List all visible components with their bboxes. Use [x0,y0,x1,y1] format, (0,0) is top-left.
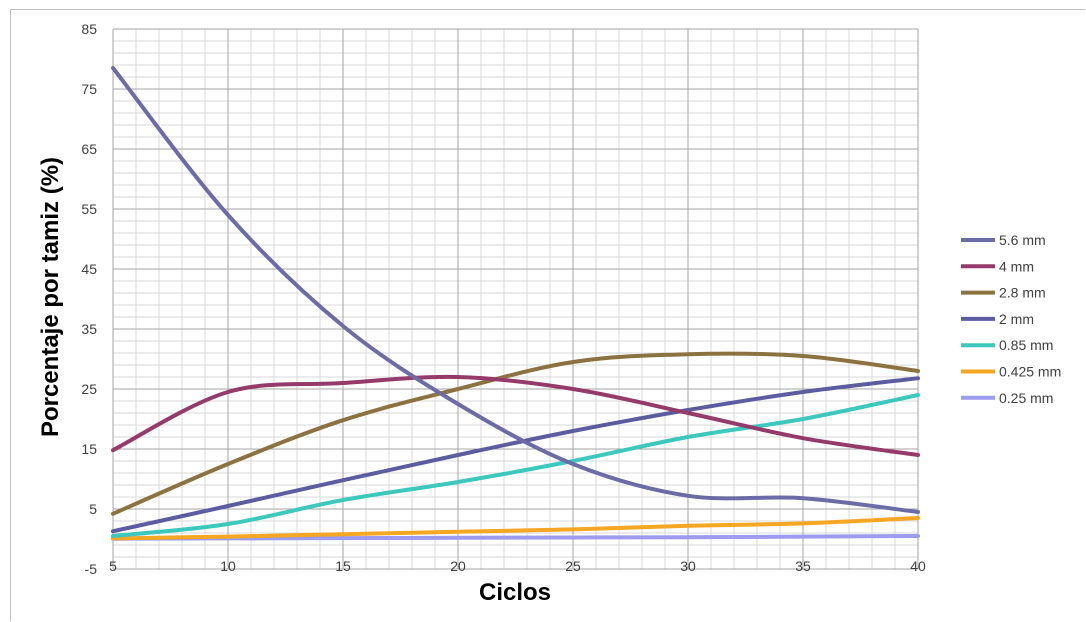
y-tick-label: 45 [81,261,97,277]
x-tick-label: 40 [910,558,926,574]
x-tick-label: 15 [335,558,351,574]
series-line [111,351,920,516]
series-line [111,393,920,538]
x-tick-label: 5 [109,558,117,574]
x-axis-title: Ciclos [479,579,551,606]
legend-label: 4 mm [999,258,1034,274]
legend-label: 2.8 mm [999,285,1046,301]
y-tick-label: 15 [81,441,97,457]
y-axis-title: Porcentaje por tamiz (%) [37,157,64,437]
x-tick-label: 30 [680,558,696,574]
series-line [111,376,920,534]
x-axis-ticks: 5 10 15 20 25 30 35 40 [109,558,926,574]
x-tick-label: 25 [565,558,581,574]
y-tick-label: 85 [81,21,97,37]
series-line [111,66,920,514]
x-tick-label: 10 [220,558,236,574]
series-line [111,374,920,457]
legend-label: 0.85 mm [999,337,1053,353]
y-tick-label: -5 [85,561,98,577]
major-grid [112,28,919,570]
y-axis-ticks: -5 5 15 25 35 45 55 65 75 85 [81,21,97,577]
y-tick-label: 35 [81,321,97,337]
series-lines [111,66,920,541]
series-line [111,534,920,541]
legend: 5.6 mm 4 mm 2.8 mm 2 mm 0.85 mm 0.425 mm 0.25 … [961,232,1061,406]
y-tick-label: 25 [81,381,97,397]
legend-label: 5.6 mm [999,232,1046,248]
series-line [111,516,920,541]
legend-label: 2 mm [999,311,1034,327]
x-tick-label: 20 [450,558,466,574]
minor-grid [112,28,919,570]
x-tick-label: 35 [795,558,811,574]
y-tick-label: 55 [81,201,97,217]
chart-frame [10,9,1085,621]
y-tick-label: 75 [81,81,97,97]
legend-label: 0.25 mm [999,390,1053,406]
y-tick-label: 65 [81,141,97,157]
y-tick-label: 5 [89,501,97,517]
legend-label: 0.425 mm [999,364,1061,380]
